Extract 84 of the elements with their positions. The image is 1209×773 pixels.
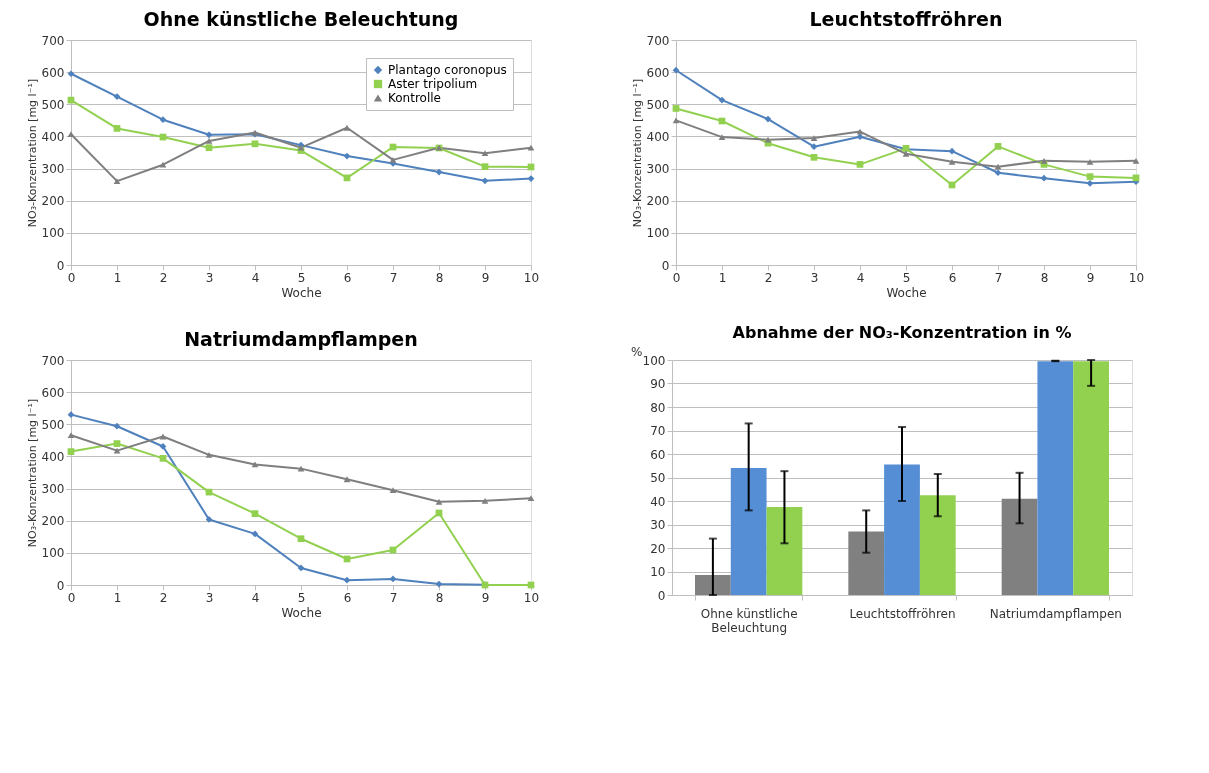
x-tick-label: 5 — [297, 270, 306, 285]
y-tick-label: 60 — [650, 447, 666, 462]
x-tick-label: 6 — [343, 270, 352, 285]
y-tick-label: 500 — [646, 97, 670, 112]
chart-title: Abnahme der NO₃-Konzentration in % — [732, 323, 1072, 342]
x-tick-label: 0 — [67, 270, 76, 285]
x-tick-label: 4 — [251, 590, 260, 605]
x-tick-label: 7 — [389, 590, 398, 605]
legend-label: Aster tripolium — [388, 77, 478, 91]
x-tick-label: 4 — [856, 270, 865, 285]
y-tick-label: 500 — [41, 97, 65, 112]
y-axis-title: NO₃-Konzentration [mg l⁻¹] — [25, 78, 39, 228]
y-axis-title: % — [631, 344, 643, 359]
y-tick-label: 100 — [646, 226, 670, 241]
x-tick-label: 6 — [343, 590, 352, 605]
y-tick-label: 400 — [41, 129, 65, 144]
y-tick-label: 100 — [41, 226, 65, 241]
y-tick-label: 30 — [650, 518, 666, 532]
x-tick-label: 7 — [994, 270, 1003, 285]
x-tick-label: 9 — [481, 590, 490, 605]
y-tick-label: 70 — [650, 424, 666, 438]
y-tick-label: 0 — [56, 578, 65, 593]
x-tick-label: 7 — [389, 270, 398, 285]
y-tick-label: 600 — [41, 65, 65, 80]
x-tick-label: 9 — [481, 270, 490, 285]
x-tick-label: 1 — [113, 270, 122, 285]
y-axis-title: NO₃-Konzentration [mg l⁻¹] — [25, 398, 39, 548]
x-tick-label: 8 — [435, 590, 444, 605]
x-tick-label: Leuchtstoffröhren — [849, 606, 956, 621]
chart-title: Ohne künstliche Beleuchtung — [143, 8, 459, 30]
y-tick-label: 700 — [41, 353, 65, 368]
x-tick-label: 10 — [523, 590, 540, 605]
x-tick-label: 5 — [297, 590, 306, 605]
x-axis-title: Woche — [281, 285, 322, 300]
y-tick-label: 200 — [41, 514, 65, 529]
x-tick-label: 8 — [1040, 270, 1049, 285]
y-axis-title: NO₃-Konzentration [mg l⁻¹] — [630, 78, 644, 228]
x-axis-title: Woche — [886, 285, 927, 300]
x-tick-label: 6 — [948, 270, 957, 285]
x-tick-label: 0 — [67, 590, 76, 605]
legend-label: Plantago coronopus — [388, 63, 507, 77]
y-tick-label: 200 — [646, 194, 670, 209]
y-tick-label: 90 — [650, 377, 666, 391]
x-tick-label: 3 — [810, 270, 819, 285]
x-tick-label: Ohne künstliche Beleuchtung — [700, 606, 798, 635]
y-tick-label: 700 — [41, 33, 65, 48]
x-tick-label: 3 — [205, 590, 214, 605]
chart-title: Natriumdampflampen — [184, 328, 418, 350]
y-tick-label: 300 — [646, 162, 670, 177]
y-tick-label: 0 — [661, 258, 670, 273]
x-tick-label: 2 — [159, 590, 168, 605]
x-tick-label: 10 — [1128, 270, 1145, 285]
y-tick-label: 50 — [650, 471, 666, 485]
y-tick-label: 400 — [41, 449, 65, 464]
y-tick-label: 10 — [650, 565, 666, 579]
y-tick-label: 700 — [646, 33, 670, 48]
y-tick-label: 600 — [646, 65, 670, 80]
y-tick-label: 100 — [642, 353, 666, 368]
x-tick-label: 3 — [205, 270, 214, 285]
y-tick-label: 20 — [650, 541, 666, 556]
x-tick-label: 0 — [672, 270, 681, 285]
x-tick-label: 8 — [435, 270, 444, 285]
x-tick-label: 2 — [159, 270, 168, 285]
y-tick-label: 80 — [650, 400, 666, 415]
x-tick-label: 1 — [113, 590, 122, 605]
y-tick-label: 0 — [56, 258, 65, 273]
chart-title: Leuchtstoffröhren — [809, 8, 1003, 30]
y-tick-label: 100 — [41, 546, 65, 561]
x-axis-title: Woche — [281, 605, 322, 620]
y-tick-label: 40 — [650, 494, 666, 509]
y-tick-label: 200 — [41, 194, 65, 209]
y-tick-label: 300 — [41, 162, 65, 177]
y-tick-label: 600 — [41, 385, 65, 400]
y-tick-label: 500 — [41, 417, 65, 432]
x-tick-label: Natriumdampflampen — [989, 606, 1122, 621]
x-tick-label: 5 — [902, 270, 911, 285]
y-tick-label: 300 — [41, 482, 65, 497]
y-tick-label: 400 — [646, 129, 670, 144]
x-tick-label: 2 — [764, 270, 773, 285]
x-tick-label: 1 — [718, 270, 727, 285]
legend-label: Kontrolle — [388, 91, 441, 105]
x-tick-label: 4 — [251, 270, 260, 285]
x-tick-label: 10 — [523, 270, 540, 285]
x-tick-label: 9 — [1086, 270, 1095, 285]
